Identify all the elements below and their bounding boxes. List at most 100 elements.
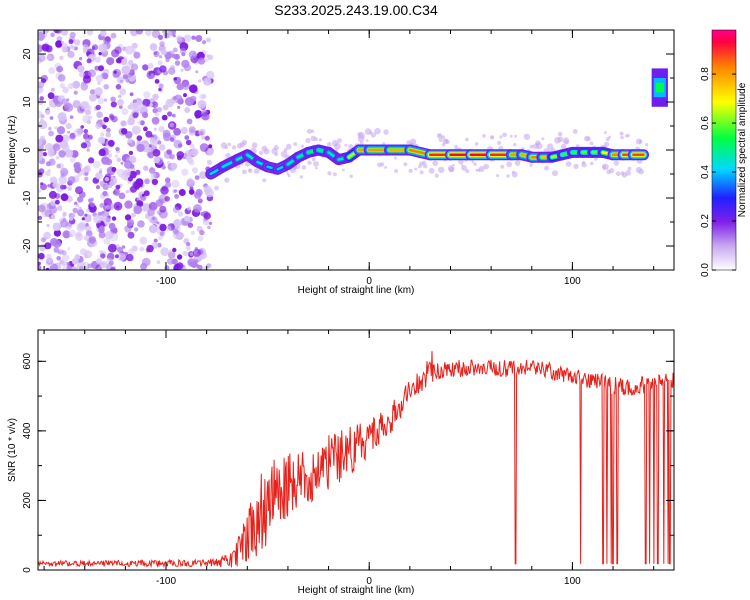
- noise-blob: [118, 94, 122, 99]
- noise-blob: [176, 83, 184, 91]
- noise-blob: [68, 39, 74, 45]
- halo-blob: [581, 160, 586, 165]
- halo-blob: [606, 169, 612, 175]
- halo-blob: [305, 137, 311, 144]
- noise-blob: [176, 254, 183, 260]
- noise-blob: [38, 264, 42, 270]
- halo-blob: [613, 160, 619, 166]
- halo-blob: [313, 161, 319, 167]
- halo-blob: [307, 160, 312, 165]
- halo-blob: [529, 144, 534, 149]
- noise-blob: [124, 45, 134, 55]
- noise-blob: [157, 60, 163, 66]
- noise-blob: [168, 50, 175, 58]
- noise-blob: [115, 84, 122, 90]
- noise-blob: [159, 41, 165, 47]
- noise-blob: [48, 130, 54, 137]
- noise-blob: [38, 32, 46, 41]
- noise-blob: [156, 106, 162, 113]
- noise-blob: [208, 221, 213, 225]
- halo-blob: [224, 145, 229, 150]
- noise-blob: [201, 135, 206, 140]
- noise-blob: [207, 225, 211, 230]
- noise-blob: [53, 247, 60, 253]
- noise-blob: [135, 178, 144, 187]
- noise-blob: [186, 177, 194, 185]
- noise-blob: [111, 216, 117, 221]
- noise-blob: [133, 51, 141, 59]
- noise-blob: [104, 36, 111, 43]
- noise-blob: [159, 55, 163, 59]
- noise-blob: [136, 200, 144, 208]
- noise-blob: [100, 261, 107, 269]
- noise-blob: [83, 165, 91, 173]
- halo-blob: [377, 162, 382, 168]
- noise-blob: [120, 58, 128, 66]
- halo-blob: [239, 141, 246, 148]
- noise-blob: [83, 250, 93, 259]
- noise-blob: [151, 30, 161, 39]
- noise-blob: [206, 37, 211, 43]
- noise-blob: [73, 90, 78, 95]
- noise-blob: [206, 159, 213, 165]
- noise-blob: [187, 206, 191, 211]
- halo-blob: [638, 168, 644, 175]
- noise-blob: [190, 230, 195, 235]
- halo-blob: [406, 140, 411, 145]
- noise-blob: [95, 104, 101, 111]
- noise-blob: [115, 146, 120, 152]
- noise-blob: [94, 56, 101, 63]
- noise-blob: [103, 116, 109, 123]
- noise-blob: [88, 93, 97, 102]
- halo-blob: [544, 165, 550, 171]
- noise-blob: [98, 148, 106, 157]
- noise-blob: [179, 47, 187, 55]
- noise-blob: [96, 111, 103, 118]
- noise-blob: [59, 83, 65, 89]
- spectrogram-x-tick-label: 0: [366, 276, 372, 287]
- noise-blob: [99, 203, 105, 208]
- halo-blob: [602, 163, 609, 171]
- noise-blob: [197, 57, 206, 65]
- noise-blob: [55, 155, 60, 160]
- noise-blob: [40, 182, 44, 186]
- noise-blob: [194, 175, 200, 181]
- noise-blob: [75, 259, 79, 264]
- noise-blob: [191, 167, 199, 174]
- noise-blob: [81, 217, 85, 221]
- halo-blob: [514, 134, 517, 138]
- noise-blob: [84, 137, 91, 143]
- noise-blob: [69, 156, 76, 163]
- noise-blob: [80, 100, 90, 110]
- noise-blob: [172, 96, 177, 101]
- noise-blob: [197, 235, 204, 242]
- noise-blob: [178, 211, 184, 217]
- noise-blob: [62, 230, 71, 239]
- noise-blob: [125, 190, 129, 194]
- noise-blob: [188, 50, 197, 59]
- halo-blob: [331, 140, 339, 147]
- noise-blob: [143, 190, 150, 197]
- halo-blob: [423, 164, 428, 169]
- noise-blob: [151, 101, 159, 108]
- halo-blob: [465, 137, 469, 142]
- noise-blob: [153, 50, 160, 58]
- noise-blob: [52, 181, 59, 188]
- halo-blob: [436, 133, 443, 139]
- noise-blob: [163, 132, 172, 142]
- halo-blob: [214, 185, 219, 191]
- noise-blob: [119, 105, 123, 109]
- noise-blob: [115, 254, 119, 259]
- noise-blob: [133, 205, 143, 215]
- noise-blob: [153, 127, 157, 131]
- halo-blob: [474, 142, 479, 146]
- noise-blob: [199, 131, 204, 136]
- noise-blob: [172, 228, 179, 235]
- halo-blob: [625, 134, 628, 138]
- noise-blob: [151, 178, 159, 186]
- noise-blob: [185, 241, 191, 247]
- noise-blob: [91, 44, 99, 51]
- noise-blob: [201, 112, 210, 121]
- noise-blob: [164, 177, 171, 183]
